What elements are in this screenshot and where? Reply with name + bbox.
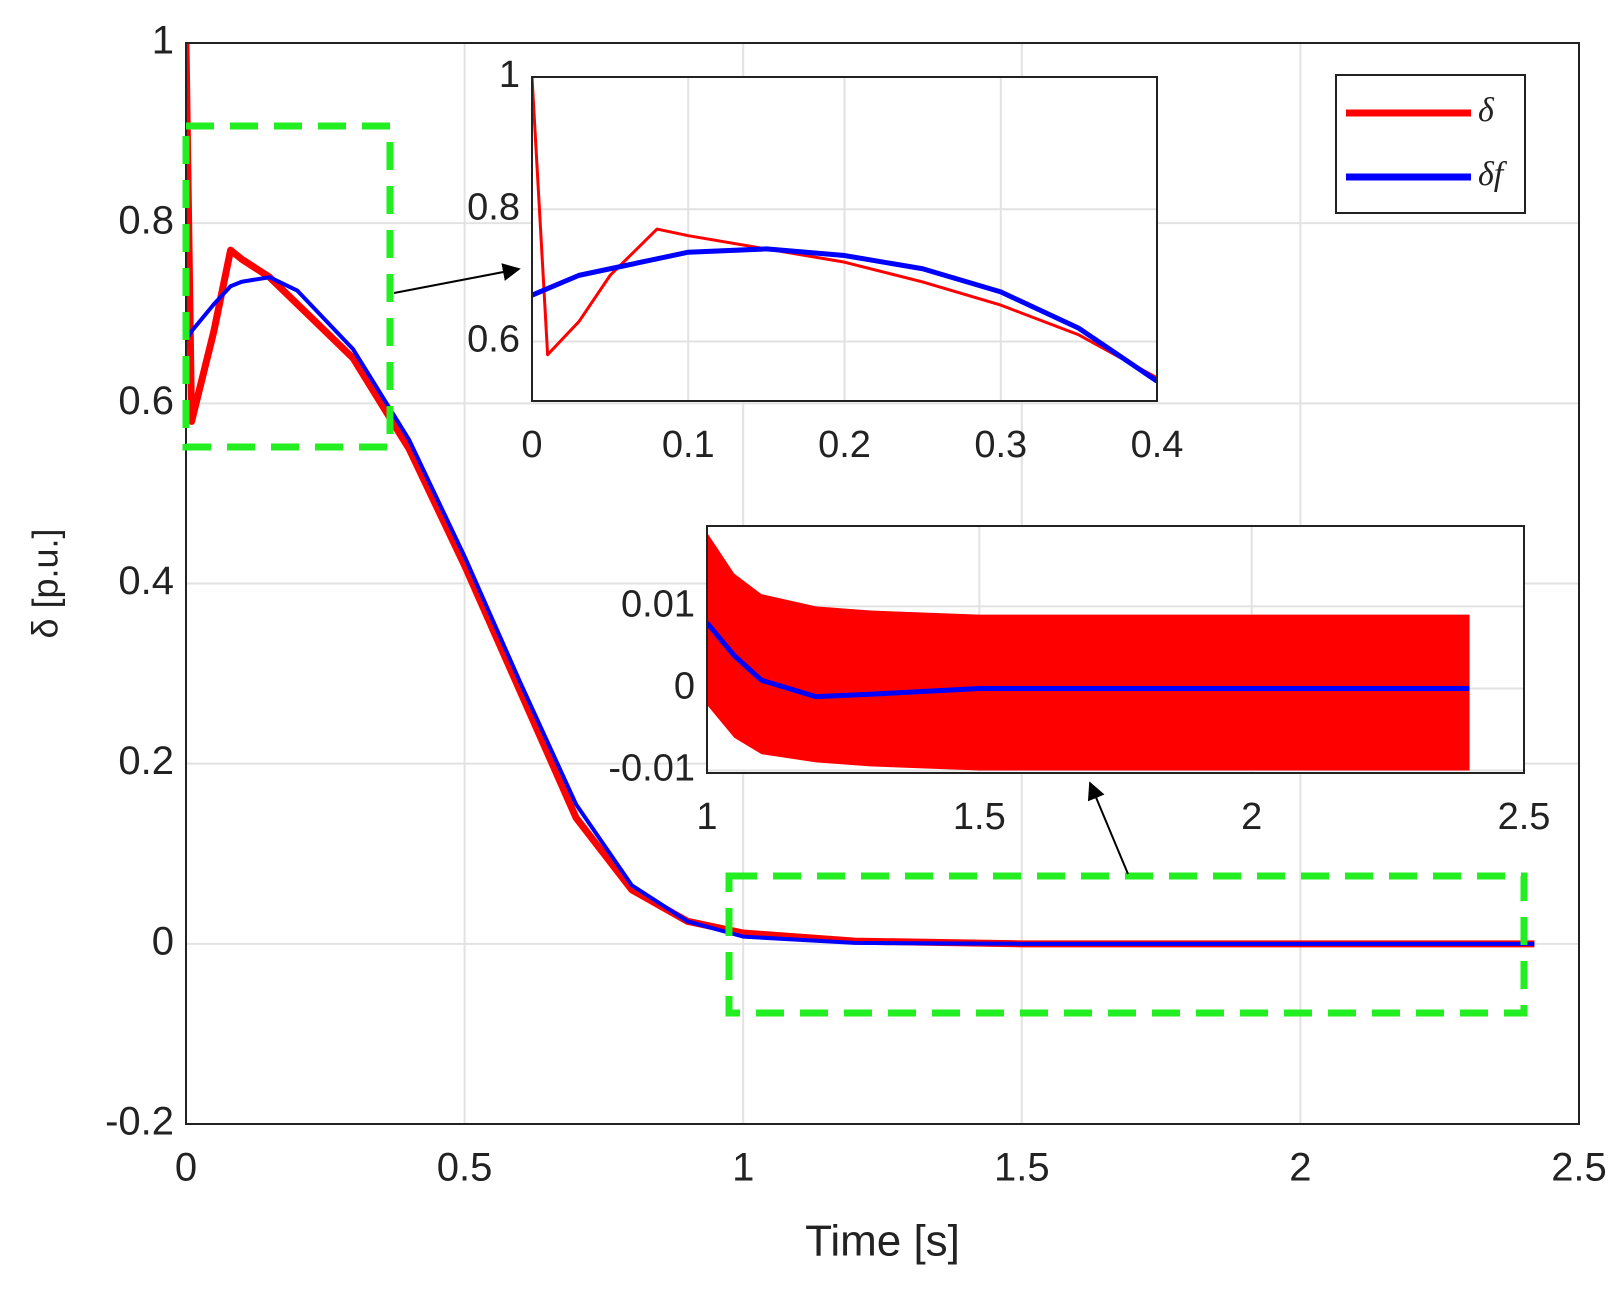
y-tick-label: 0.01 bbox=[621, 583, 695, 625]
zoom-box bbox=[182, 122, 394, 451]
y-tick-label: -0.01 bbox=[608, 748, 695, 790]
axes-frame bbox=[531, 76, 1158, 402]
legend-box bbox=[1335, 74, 1526, 214]
y-tick-label: 0.6 bbox=[118, 379, 174, 423]
x-tick-label: 0 bbox=[175, 1146, 197, 1190]
arrow bbox=[393, 263, 521, 294]
line bbox=[186, 275, 1535, 946]
x-tick-label: 0.4 bbox=[1131, 424, 1184, 466]
x-tick-label: 1.5 bbox=[994, 1146, 1050, 1190]
y-tick-label: 0.8 bbox=[118, 199, 174, 243]
axes-frame bbox=[706, 525, 1525, 774]
y-tick-label: 0.4 bbox=[118, 559, 174, 603]
inset-plot: 0 0.1 0.2 0.3 0.4 0.6 0.8 1 bbox=[467, 54, 1183, 466]
inset-plot: 1 1.5 2 2.5 -0.01 0 0.01 bbox=[608, 525, 1551, 838]
y-tick-label: 0.8 bbox=[467, 186, 520, 228]
x-tick-label: 1.5 bbox=[953, 796, 1006, 838]
x-tick-label: 1 bbox=[696, 796, 717, 838]
x-axis-label: Time [s] bbox=[805, 1217, 960, 1266]
x-tick-label: 2 bbox=[1289, 1146, 1311, 1190]
legend-label: δ bbox=[1478, 92, 1495, 129]
line bbox=[532, 77, 1157, 380]
y-tick-label: 0 bbox=[674, 666, 695, 708]
x-tick-label: 0.3 bbox=[974, 424, 1027, 466]
y-tick-label: 1 bbox=[499, 54, 520, 96]
x-tick-label: 1 bbox=[732, 1146, 754, 1190]
x-tick-label: 0.2 bbox=[818, 424, 871, 466]
x-tick-label: 2 bbox=[1241, 796, 1262, 838]
x-tick-label: 0 bbox=[521, 424, 542, 466]
y-tick-label: 0.6 bbox=[467, 319, 520, 361]
legend-label: δf bbox=[1478, 156, 1508, 193]
zoom-box bbox=[725, 872, 1528, 1017]
y-tick-label: -0.2 bbox=[105, 1100, 174, 1144]
y-axis-label: δ [p.u.] bbox=[25, 528, 66, 638]
y-tick-label: 0.2 bbox=[118, 739, 174, 783]
line bbox=[532, 246, 1157, 384]
x-tick-label: 0.1 bbox=[662, 424, 715, 466]
x-tick-label: 2.5 bbox=[1498, 796, 1551, 838]
line bbox=[707, 621, 1470, 700]
axes-frame bbox=[185, 42, 1580, 1125]
x-tick-label: 0.5 bbox=[437, 1146, 493, 1190]
x-tick-label: 2.5 bbox=[1551, 1146, 1607, 1190]
band bbox=[707, 532, 1470, 771]
arrow bbox=[1087, 781, 1129, 875]
y-tick-label: 1 bbox=[152, 19, 174, 63]
y-tick-label: 0 bbox=[152, 919, 174, 963]
